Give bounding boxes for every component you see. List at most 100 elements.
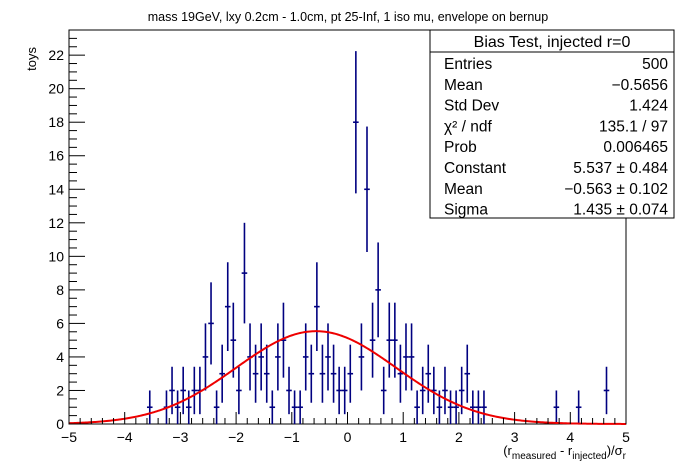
stats-row-label: Sigma xyxy=(444,202,488,219)
x-tick-label: −1 xyxy=(284,429,300,445)
data-point xyxy=(481,390,487,424)
y-tick-label: 22 xyxy=(48,47,64,63)
x-tick-label: −3 xyxy=(172,429,188,445)
data-point xyxy=(425,344,432,403)
data-point xyxy=(174,390,181,424)
chart-title: mass 19GeV, lxy 0.2cm - 1.0cm, pt 25-Inf… xyxy=(148,10,548,24)
data-point xyxy=(419,366,426,415)
data-point xyxy=(369,302,376,378)
data-point xyxy=(358,323,365,391)
data-point xyxy=(319,344,326,403)
data-point xyxy=(453,390,459,424)
data-point xyxy=(347,344,354,403)
data-point xyxy=(185,390,192,424)
data-point xyxy=(575,390,582,424)
y-tick-label: 20 xyxy=(48,81,64,97)
data-point xyxy=(208,282,214,365)
y-tick-label: 8 xyxy=(56,282,64,298)
stats-row: Constant 5.537 ± 0.484 xyxy=(444,160,668,177)
x-tick-label: 2 xyxy=(455,429,463,445)
stats-row-label: Entries xyxy=(444,56,492,73)
stats-row-label: Prob xyxy=(444,139,477,156)
data-point xyxy=(191,366,198,415)
data-point xyxy=(291,390,298,424)
stats-row-value: 1.424 xyxy=(629,98,668,115)
y-tick-label: 10 xyxy=(48,248,64,264)
data-point xyxy=(603,366,610,415)
y-tick-label: 2 xyxy=(56,382,64,398)
fit-curve xyxy=(68,330,626,425)
data-point xyxy=(380,366,387,415)
data-point xyxy=(403,323,409,391)
data-point xyxy=(275,323,281,391)
stats-row-value: −0.563 ± 0.102 xyxy=(564,181,668,198)
stats-row: Entries 500 xyxy=(444,56,668,73)
data-point xyxy=(475,390,482,424)
data-point xyxy=(397,344,404,403)
gaussian-fit xyxy=(68,330,626,425)
stats-row: χ² / ndf 135.1 / 97 xyxy=(444,118,668,135)
data-point xyxy=(336,366,342,415)
x-tick-label: 1 xyxy=(399,429,407,445)
data-point xyxy=(375,242,381,338)
data-point xyxy=(236,366,242,415)
stats-rows: Entries 500 Mean −0.5656 Std Dev 1.424 χ² / nd… xyxy=(444,56,668,219)
histogram-bins xyxy=(146,51,610,424)
data-point xyxy=(297,390,303,424)
stats-box: Bias Test, injected r=0 Entries 500 Mean −0… xyxy=(429,29,675,219)
x-tick-label: −2 xyxy=(228,429,244,445)
data-point xyxy=(213,390,220,424)
stats-row-label: Constant xyxy=(444,160,507,177)
data-point xyxy=(258,323,264,391)
data-point xyxy=(330,344,337,403)
stats-row: Std Dev 1.424 xyxy=(444,98,668,115)
x-tick-label: 4 xyxy=(566,429,574,445)
x-tick-label: 0 xyxy=(344,429,352,445)
data-point xyxy=(219,344,225,403)
data-point xyxy=(386,302,393,378)
data-point xyxy=(286,366,292,415)
stats-row-label: Mean xyxy=(444,77,483,94)
stats-row: Sigma 1.435 ± 0.074 xyxy=(444,202,668,219)
stats-box-title: Bias Test, injected r=0 xyxy=(474,34,631,51)
data-point xyxy=(364,126,370,253)
data-point xyxy=(325,323,331,391)
data-point xyxy=(224,262,231,351)
stats-row-label: χ² / ndf xyxy=(444,118,492,135)
stats-row: Prob 0.006465 xyxy=(444,139,668,156)
y-tick-label: 12 xyxy=(48,215,64,231)
data-point xyxy=(314,262,320,351)
data-point xyxy=(464,344,471,403)
y-tick-label: 4 xyxy=(56,349,64,365)
data-point xyxy=(442,366,448,415)
stats-row: Mean −0.563 ± 0.102 xyxy=(444,181,668,198)
y-tick-label: 6 xyxy=(56,315,64,331)
y-tick-label: 0 xyxy=(56,416,64,432)
data-point xyxy=(353,51,359,194)
data-point xyxy=(202,323,209,391)
data-point xyxy=(308,344,315,403)
data-point xyxy=(392,302,398,378)
data-point xyxy=(269,390,276,424)
stats-row-value: 5.537 ± 0.484 xyxy=(573,160,668,177)
data-point xyxy=(263,344,270,403)
stats-row-value: 0.006465 xyxy=(603,139,668,156)
data-point xyxy=(230,302,237,378)
data-point xyxy=(341,366,348,415)
y-tick-label: 18 xyxy=(48,114,64,130)
x-tick-label: −5 xyxy=(61,429,77,445)
data-point xyxy=(302,323,309,391)
y-tick-label: 16 xyxy=(48,148,64,164)
stats-row-label: Std Dev xyxy=(444,98,499,115)
stats-row-label: Mean xyxy=(444,181,483,198)
x-tick-label: 5 xyxy=(622,429,630,445)
x-tick-label: 3 xyxy=(511,429,519,445)
data-point xyxy=(470,390,476,424)
data-point xyxy=(241,222,248,324)
x-axis-title: (rmeasured - rinjected)/σr xyxy=(503,443,626,462)
stats-row-value: 500 xyxy=(642,56,668,73)
y-tick-label: 14 xyxy=(48,181,64,197)
stats-row-value: −0.5656 xyxy=(612,77,668,94)
